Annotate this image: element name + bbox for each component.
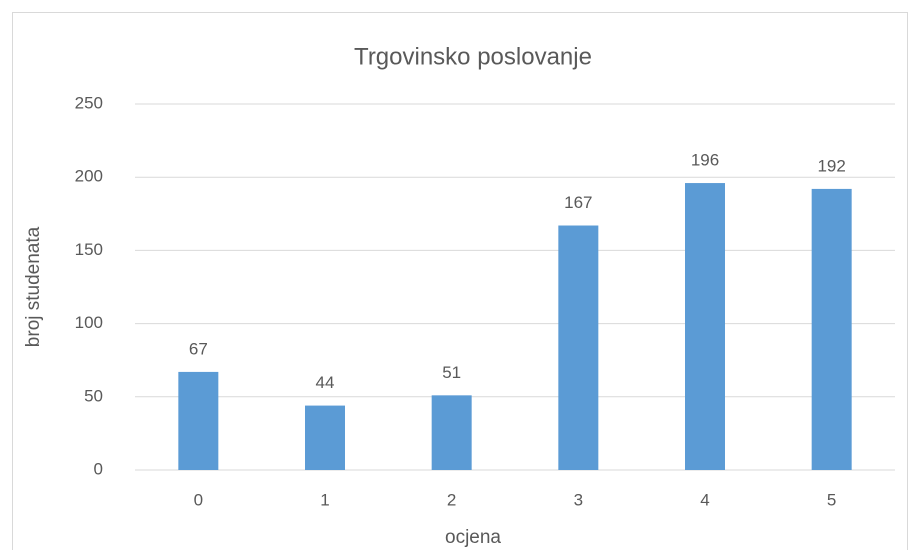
x-tick-label: 1 xyxy=(320,490,329,509)
y-tick-label: 100 xyxy=(75,313,103,332)
data-label: 192 xyxy=(817,156,845,175)
bar xyxy=(431,395,472,470)
data-label: 51 xyxy=(442,363,461,382)
data-label: 44 xyxy=(316,373,335,392)
bar xyxy=(811,188,852,471)
bar xyxy=(685,183,725,470)
data-label: 67 xyxy=(189,339,208,358)
bar xyxy=(178,371,219,470)
y-tick-label: 200 xyxy=(75,167,103,186)
x-tick-label: 5 xyxy=(827,490,836,509)
chart-title: Trgovinsko poslovanje xyxy=(354,43,592,70)
data-label: 167 xyxy=(564,193,592,212)
bar xyxy=(558,225,599,470)
data-label: 196 xyxy=(691,151,719,170)
x-tick-label: 2 xyxy=(447,490,456,509)
y-tick-label: 150 xyxy=(75,240,103,259)
y-tick-label: 0 xyxy=(94,459,103,478)
y-axis-label: broj studenata xyxy=(23,226,44,347)
x-tick-label: 4 xyxy=(700,490,709,509)
x-tick-label: 0 xyxy=(194,490,203,509)
x-axis-label: ocjena xyxy=(445,527,501,548)
x-tick-label: 3 xyxy=(574,490,583,509)
bar xyxy=(305,405,345,470)
y-tick-label: 50 xyxy=(84,386,103,405)
y-tick-label: 250 xyxy=(75,93,103,112)
